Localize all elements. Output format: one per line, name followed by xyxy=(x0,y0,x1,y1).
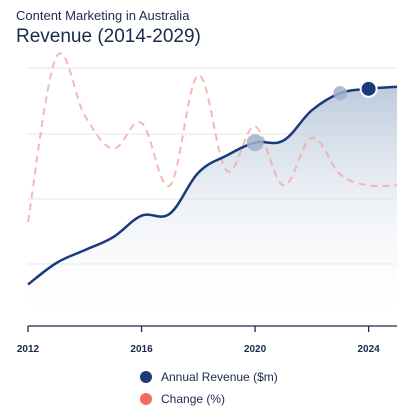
data-point-2024 xyxy=(361,81,376,96)
legend-label-change: Change (%) xyxy=(161,392,226,406)
data-point-2023 xyxy=(333,86,348,101)
change-legend-marker xyxy=(140,393,152,405)
series-line-change xyxy=(27,52,398,223)
legend: Annual Revenue ($m) Change (%) xyxy=(140,366,278,410)
legend-label-revenue: Annual Revenue ($m) xyxy=(161,370,278,384)
x-tick-label-2012: 2012 xyxy=(17,344,40,355)
chart-title: Revenue (2014-2029) xyxy=(16,26,201,47)
chart-subtitle: Content Marketing in Australia xyxy=(16,8,190,23)
x-tick-label-2024: 2024 xyxy=(357,344,380,355)
legend-item-revenue[interactable]: Annual Revenue ($m) xyxy=(140,366,278,388)
revenue-legend-marker xyxy=(140,371,152,383)
legend-item-change[interactable]: Change (%) xyxy=(140,388,278,410)
x-tick-label-2020: 2020 xyxy=(244,344,267,355)
data-point-2020 xyxy=(246,134,264,152)
x-tick-label-2016: 2016 xyxy=(130,344,153,355)
